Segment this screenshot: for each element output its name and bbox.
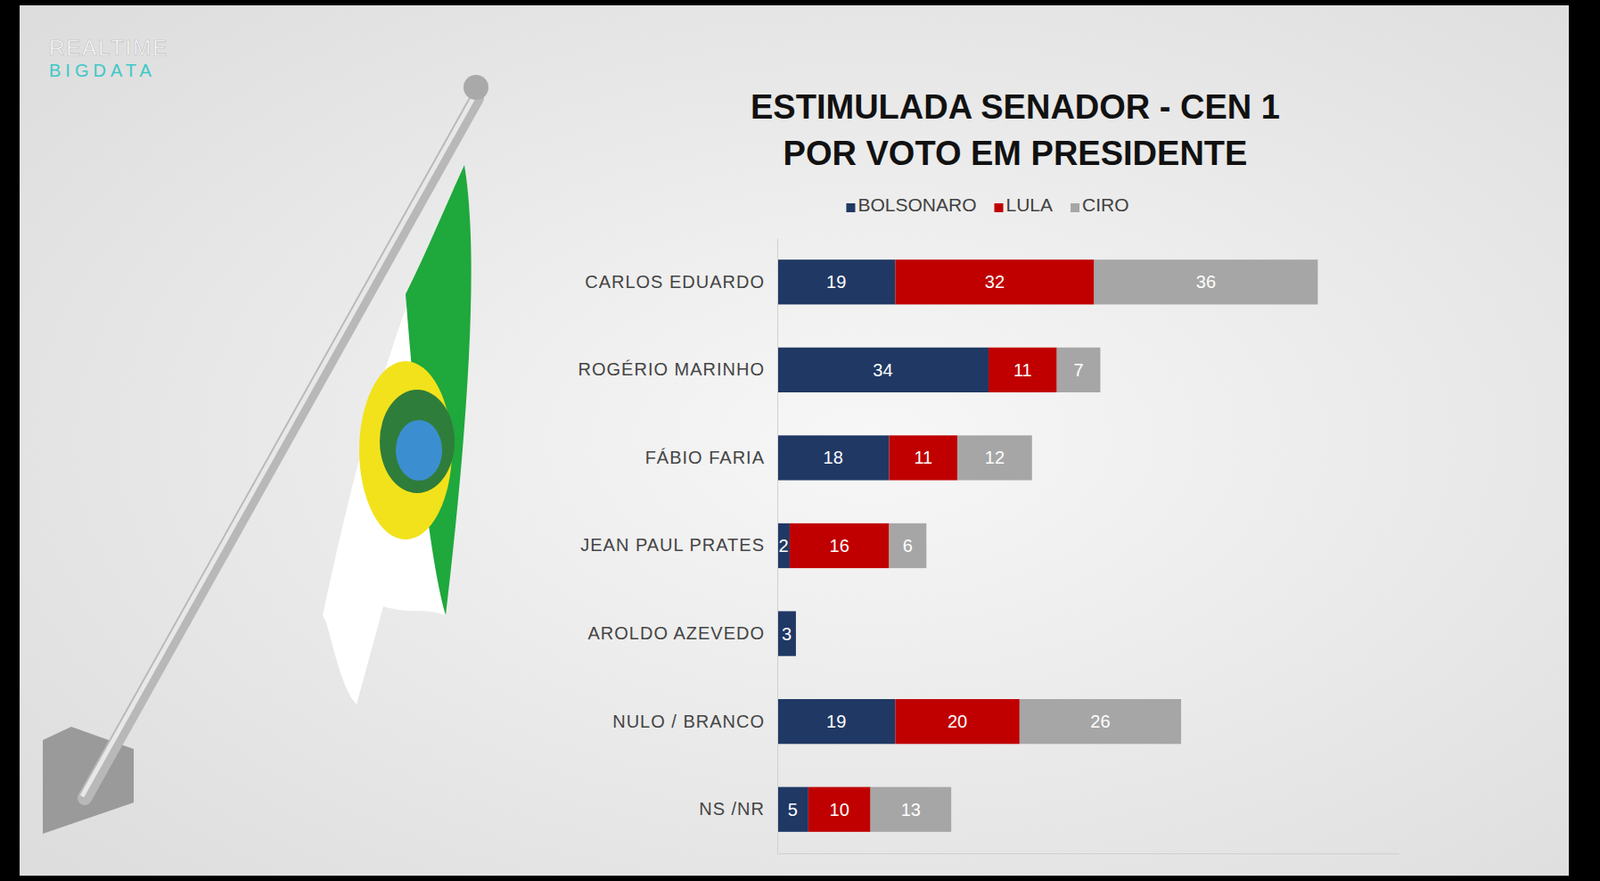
y-tick: NULO / BRANCO xyxy=(612,711,778,731)
bar-segment xyxy=(777,610,796,656)
category-label: AROLDO AZEVEDO xyxy=(588,623,766,643)
data-label: 36 xyxy=(1196,271,1216,292)
data-label: 20 xyxy=(947,711,968,731)
data-label: 16 xyxy=(829,535,850,556)
y-tick: AROLDO AZEVEDO xyxy=(588,623,779,643)
x-axis xyxy=(778,853,1400,854)
bar-segment xyxy=(894,259,1094,304)
background xyxy=(19,5,1569,876)
data-label: 18 xyxy=(823,447,844,468)
flag-pole-top xyxy=(463,74,489,100)
subtitle: POR VOTO EM PRESIDENTE xyxy=(783,134,1248,173)
y-tick: CARLOS EDUARDO xyxy=(584,271,778,292)
category-label: CARLOS EDUARDO xyxy=(584,271,765,292)
bar-segment xyxy=(808,787,871,832)
data-label: 32 xyxy=(984,271,1005,292)
category-label: FÁBIO FARIA xyxy=(645,447,765,468)
bar-segment xyxy=(1093,259,1318,304)
chart: REALTIMEBIGDATA ESTIMULADA SENADOR - CEN … xyxy=(0,0,1600,881)
brand: REALTIME xyxy=(49,35,169,60)
bar-segment xyxy=(888,523,927,568)
category-label: JEAN PAUL PRATES xyxy=(580,534,765,555)
legend-swatch xyxy=(1070,203,1080,213)
flag-emblem xyxy=(395,419,443,481)
legend-item: BOLSONARO xyxy=(845,194,977,215)
flag-pole xyxy=(82,96,475,796)
bar-segment xyxy=(777,434,889,480)
legend-label: LULA xyxy=(1006,194,1054,215)
y-tick: ROGÉRIO MARINHO xyxy=(578,359,778,379)
data-label: 10 xyxy=(829,799,850,820)
bar-segment xyxy=(795,610,796,656)
flag-illustration xyxy=(42,74,489,834)
data-label: 12 xyxy=(984,447,1005,468)
category-label: NULO / BRANCO xyxy=(612,711,765,731)
y-tick: NS /NR xyxy=(698,798,778,819)
y-axis: CARLOS EDUARDO ROGÉRIO MARINHO FÁBIO FARIA… xyxy=(578,238,779,854)
legend: BOLSONARO LULA CIRO xyxy=(845,194,1129,215)
data-label: 19 xyxy=(826,711,846,731)
category-label: NS /NR xyxy=(698,798,765,819)
y-tick: FÁBIO FARIA xyxy=(645,447,778,468)
category-label: ROGÉRIO MARINHO xyxy=(578,359,765,379)
legend-label: BOLSONARO xyxy=(857,194,977,215)
bar-segment xyxy=(777,523,790,568)
bar-segment xyxy=(894,698,1019,744)
data-label: 7 xyxy=(1073,360,1084,380)
data-label: 3 xyxy=(781,623,792,644)
y-tick: JEAN PAUL PRATES xyxy=(580,534,778,555)
brand: BIGDATA xyxy=(49,60,156,81)
legend-item: CIRO xyxy=(1070,194,1130,215)
title: ESTIMULADA SENADOR - CEN 1 xyxy=(750,88,1280,126)
bar-segment xyxy=(870,787,952,832)
bars xyxy=(777,259,1318,832)
legend-swatch xyxy=(845,203,855,213)
bar-segment xyxy=(777,698,895,744)
data-label: 6 xyxy=(902,535,913,556)
data-label: 5 xyxy=(787,799,798,820)
flag-emblem xyxy=(359,361,452,540)
bar-segment xyxy=(777,347,989,393)
data-label: 11 xyxy=(913,447,933,468)
bar-segment xyxy=(777,787,809,832)
bar-segment xyxy=(957,434,1033,480)
bar-segment xyxy=(988,347,1058,393)
x-axis-line xyxy=(778,853,1400,854)
bar-segment xyxy=(888,434,958,480)
data-label: 11 xyxy=(1013,360,1033,380)
legend-swatch xyxy=(994,203,1004,213)
legend-label: CIRO xyxy=(1082,194,1130,215)
flag-pole xyxy=(84,98,477,798)
bar-segment xyxy=(789,523,890,568)
data-label: 26 xyxy=(1090,711,1110,731)
bar-segment xyxy=(795,610,796,656)
data-label: 13 xyxy=(901,799,921,820)
bar-segment xyxy=(1057,347,1101,393)
legend-item: LULA xyxy=(994,194,1054,215)
data-label: 19 xyxy=(826,271,846,292)
flag-emblem xyxy=(379,389,455,493)
bar-segment xyxy=(777,259,895,304)
bar-segment xyxy=(1019,698,1182,744)
data-labels: 19 34 18 2 3 19 5 32 11 11 16 20 10 36 7 12 6 26 13 xyxy=(778,271,1216,819)
data-label: 2 xyxy=(778,535,788,556)
data-label: 34 xyxy=(872,360,893,380)
